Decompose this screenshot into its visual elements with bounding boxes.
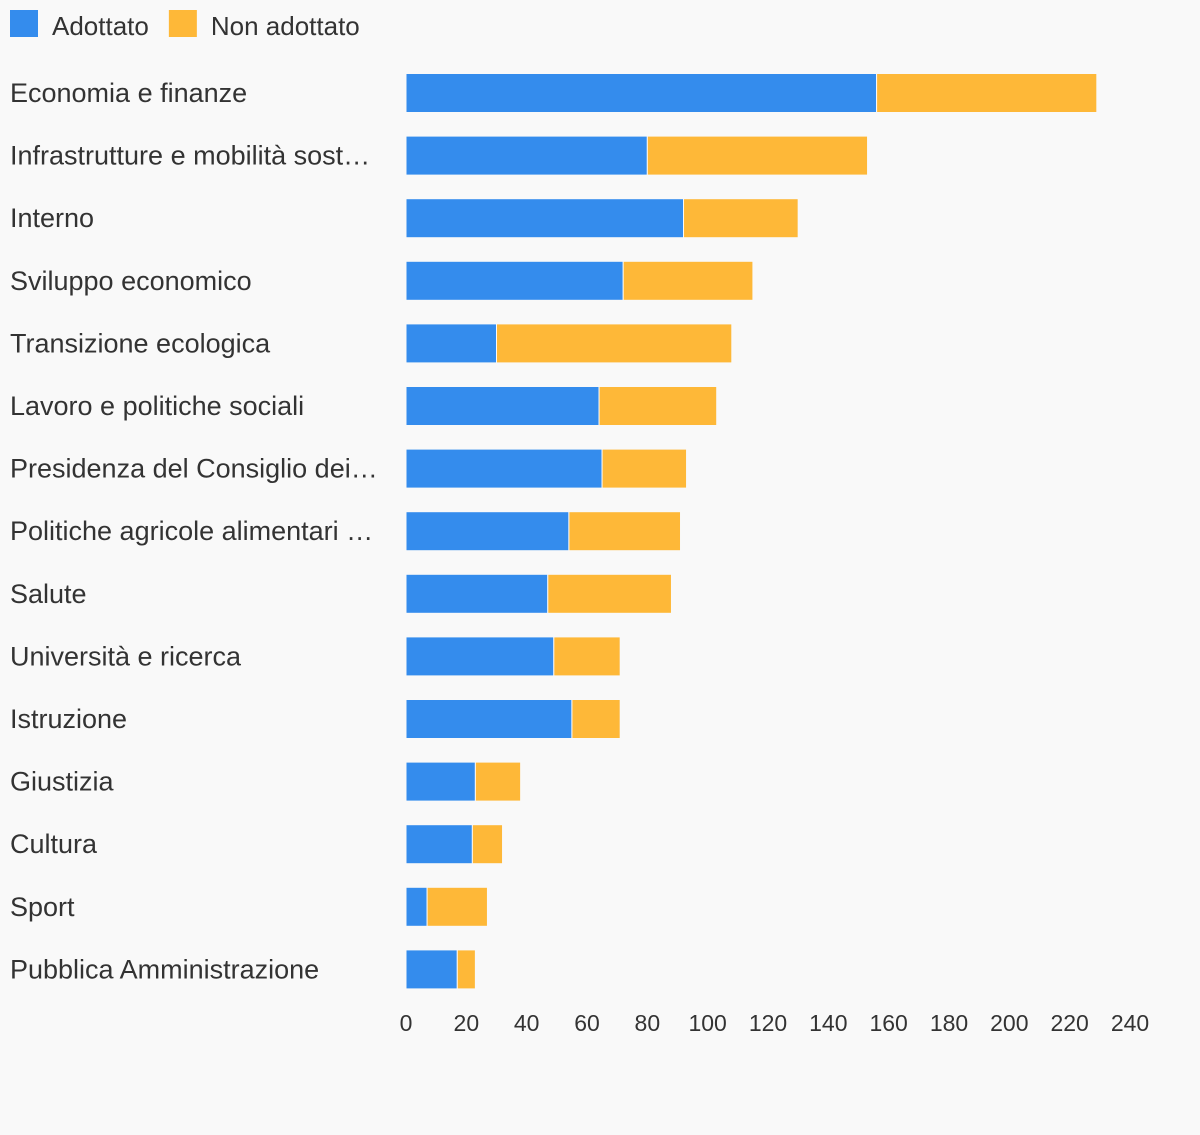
bar-non-adottato [646, 135, 869, 176]
legend-label-non-adottato: Non adottato [211, 11, 360, 41]
x-tick-label: 100 [688, 1010, 726, 1036]
category-label: Infrastrutture e mobilità sost… [10, 141, 370, 171]
bar-adottato [405, 386, 600, 426]
bar-non-adottato [547, 573, 672, 614]
category-label: Sport [10, 892, 75, 922]
bar-non-adottato [496, 323, 733, 364]
bar-adottato [405, 636, 555, 677]
category-label: Salute [10, 579, 87, 609]
x-tick-label: 220 [1050, 1010, 1088, 1036]
category-label: Lavoro e politiche sociali [10, 391, 304, 421]
category-label: Presidenza del Consiglio dei… [10, 454, 378, 484]
category-label: Economia e finanze [10, 78, 247, 108]
legend: Adottato Non adottato [10, 10, 360, 41]
bar-non-adottato [571, 699, 621, 739]
bar-non-adottato [568, 511, 682, 552]
category-label: Sviluppo economico [10, 266, 252, 296]
bar-adottato [405, 135, 648, 176]
category-label: Pubblica Amministrazione [10, 954, 319, 984]
x-axis: 0 20 40 60 80 100 120 140 160 180 200 220 240 [400, 1010, 1150, 1036]
bar-non-adottato [456, 949, 476, 990]
bar-adottato [405, 323, 497, 364]
bar-non-adottato [601, 448, 688, 489]
bar-adottato [405, 699, 573, 739]
legend-label-adottato: Adottato [52, 11, 149, 41]
bar-adottato [405, 886, 428, 927]
x-tick-label: 60 [574, 1010, 600, 1036]
bar-non-adottato [426, 886, 488, 927]
bar-non-adottato [683, 198, 799, 239]
category-label: Transizione ecologica [10, 328, 271, 358]
bar-non-adottato [553, 636, 621, 677]
bar-adottato [405, 260, 624, 301]
category-label: Giustizia [10, 767, 115, 797]
category-label: Istruzione [10, 704, 127, 734]
category-labels: Economia e finanze Infrastrutture e mobil… [10, 78, 378, 984]
bar-adottato [405, 949, 458, 990]
bar-adottato [405, 511, 570, 552]
category-label: Politiche agricole alimentari … [10, 516, 373, 546]
x-tick-label: 200 [990, 1010, 1028, 1036]
x-tick-label: 160 [869, 1010, 907, 1036]
bars [405, 73, 1098, 990]
bar-adottato [405, 573, 549, 614]
bar-non-adottato [474, 761, 522, 802]
legend-swatch-adottato [10, 10, 38, 37]
bar-adottato [405, 198, 685, 239]
x-tick-label: 0 [400, 1010, 413, 1036]
x-tick-label: 140 [809, 1010, 847, 1036]
bar-adottato [405, 761, 476, 802]
bar-non-adottato [622, 260, 754, 301]
legend-swatch-non-adottato [168, 10, 197, 37]
bar-adottato [405, 448, 603, 489]
x-tick-label: 80 [635, 1010, 661, 1036]
bar-non-adottato [598, 386, 718, 426]
bar-non-adottato [876, 73, 1098, 113]
x-tick-label: 40 [514, 1010, 540, 1036]
x-tick-label: 20 [454, 1010, 480, 1036]
category-label: Cultura [10, 829, 98, 859]
bar-adottato [405, 73, 878, 113]
bar-non-adottato [471, 824, 504, 865]
x-tick-label: 120 [749, 1010, 787, 1036]
category-label: Interno [10, 203, 94, 233]
x-tick-label: 240 [1111, 1010, 1149, 1036]
x-tick-label: 180 [930, 1010, 968, 1036]
category-label: Università e ricerca [10, 641, 242, 671]
bar-adottato [405, 824, 473, 865]
